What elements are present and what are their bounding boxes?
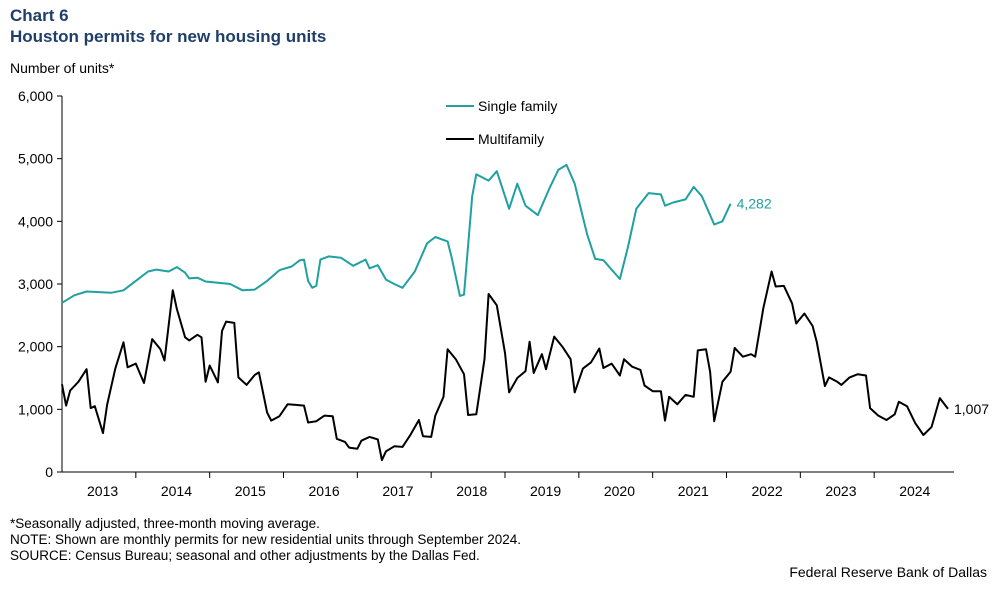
x-tick-label: 2016 bbox=[309, 483, 340, 499]
legend-label-single-family: Single family bbox=[478, 98, 557, 114]
single-family-end-label: 4,282 bbox=[737, 196, 772, 212]
x-tick-label: 2022 bbox=[752, 483, 783, 499]
x-tick-label: 2013 bbox=[87, 483, 118, 499]
y-tick-label: 6,000 bbox=[18, 88, 53, 104]
note-source: SOURCE: Census Bureau; seasonal and othe… bbox=[10, 548, 480, 563]
legend: Single family Multifamily bbox=[446, 98, 557, 147]
x-tick-label: 2015 bbox=[235, 483, 266, 499]
y-axis-label: Number of units* bbox=[10, 60, 115, 76]
x-tick-label: 2018 bbox=[456, 483, 487, 499]
y-tick-label: 2,000 bbox=[18, 339, 53, 355]
x-tick-label: 2024 bbox=[899, 483, 930, 499]
note-description: NOTE: Shown are monthly permits for new … bbox=[10, 532, 522, 547]
x-tick-label: 2020 bbox=[604, 483, 635, 499]
chart-notes: *Seasonally adjusted, three-month moving… bbox=[10, 516, 521, 564]
x-tick-label: 2017 bbox=[382, 483, 413, 499]
x-tick-label: 2023 bbox=[825, 483, 856, 499]
chart-title: Houston permits for new housing units bbox=[10, 27, 327, 46]
single-family-line bbox=[61, 163, 732, 304]
y-tick-label: 1,000 bbox=[18, 401, 53, 417]
credit-line: Federal Reserve Bank of Dallas bbox=[789, 564, 987, 580]
x-tick-label: 2014 bbox=[161, 483, 192, 499]
y-tick-label: 4,000 bbox=[18, 213, 53, 229]
y-tick-label: 0 bbox=[45, 464, 53, 480]
axes: 0 1,000 2,000 3,000 4,000 5,000 6,000 2013 2014 2… bbox=[18, 88, 954, 499]
x-tick-label: 2019 bbox=[530, 483, 561, 499]
line-chart: 0 1,000 2,000 3,000 4,000 5,000 6,000 2013 2014 2… bbox=[18, 88, 989, 499]
multifamily-end-label: 1,007 bbox=[954, 401, 989, 417]
x-tick-label: 2021 bbox=[678, 483, 709, 499]
y-tick-label: 3,000 bbox=[18, 276, 53, 292]
multifamily-line bbox=[61, 270, 949, 462]
legend-label-multifamily: Multifamily bbox=[478, 131, 544, 147]
note-seasonal: *Seasonally adjusted, three-month moving… bbox=[10, 516, 320, 531]
y-tick-label: 5,000 bbox=[18, 151, 53, 167]
chart-number: Chart 6 bbox=[10, 6, 69, 25]
series-lines: 4,282 1,007 bbox=[61, 163, 989, 462]
